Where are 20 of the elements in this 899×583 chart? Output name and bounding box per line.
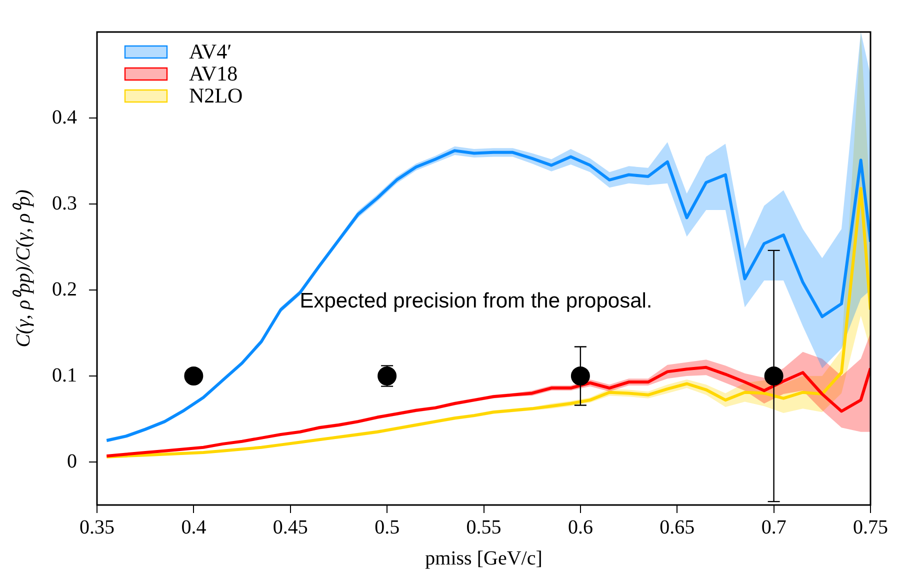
x-tick-label: 0.4 [181, 516, 206, 538]
y-axis-title: C(γ, ρ⁰pp)/C(γ, ρ⁰p) [11, 189, 34, 348]
legend-label: AV18 [189, 62, 238, 86]
y-tick-label: 0.3 [52, 192, 77, 214]
x-tick-label: 0.75 [853, 516, 888, 538]
x-tick-label: 0.55 [466, 516, 502, 538]
x-tick-label: 0.45 [272, 516, 308, 538]
x-tick-label: 0.7 [761, 516, 786, 538]
y-tick-label: 0.2 [52, 278, 77, 300]
y-tick-label: 0 [67, 450, 77, 472]
legend-label: N2LO [189, 84, 243, 108]
legend-label: AV4′ [189, 40, 232, 64]
y-tick-label: 0.1 [52, 364, 77, 386]
x-tick-label: 0.65 [660, 516, 695, 538]
annotation: Expected precision from the proposal. [300, 289, 652, 312]
x-axis-title: pmiss [GeV/c] [425, 547, 542, 570]
y-tick-label: 0.4 [52, 106, 77, 128]
x-tick-label: 0.6 [568, 516, 593, 538]
x-tick-label: 0.5 [374, 516, 400, 538]
x-tick-label: 0.35 [80, 516, 114, 538]
